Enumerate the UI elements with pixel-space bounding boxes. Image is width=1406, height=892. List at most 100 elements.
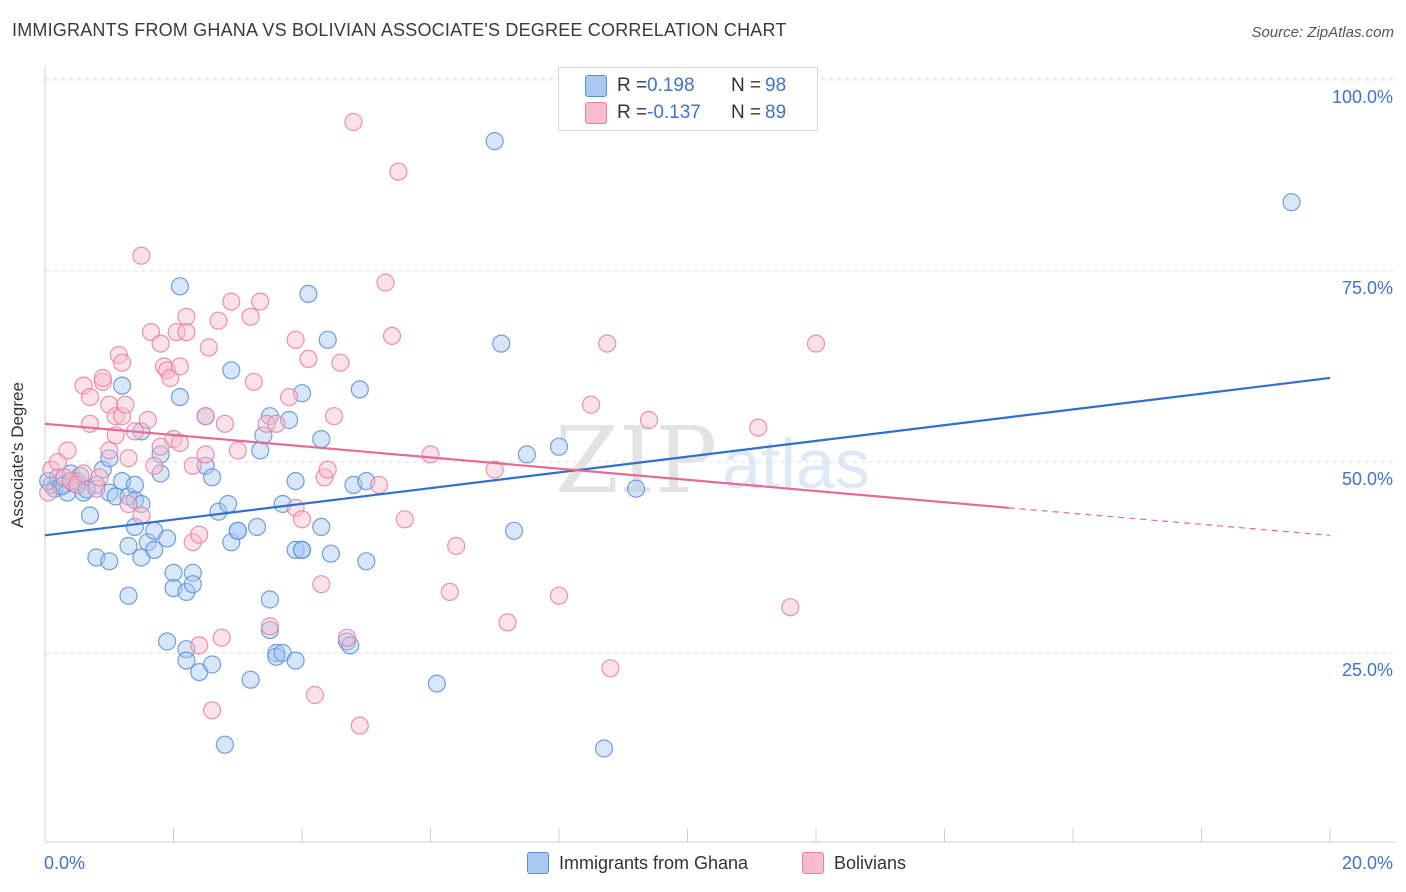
stats-legend: R = 0.198 N = 98 R = -0.137 N = 89 <box>558 67 818 131</box>
point-ghana <box>222 361 241 380</box>
point-bolivians <box>80 414 100 433</box>
point-ghana <box>321 544 340 563</box>
point-bolivians <box>116 395 135 414</box>
y-tick-label: 25.0% <box>1342 660 1393 680</box>
x-tick-label: 20.0% <box>1342 853 1393 873</box>
point-bolivians <box>806 334 826 353</box>
points-layer <box>39 112 1301 758</box>
point-bolivians <box>325 407 344 426</box>
point-ghana <box>260 620 279 640</box>
point-bolivians <box>93 368 112 388</box>
point-bolivians <box>598 334 617 353</box>
point-bolivians <box>80 388 100 407</box>
legend-n-label: N = <box>731 75 762 96</box>
trendline-ghana <box>44 376 1331 537</box>
point-bolivians <box>132 246 151 265</box>
point-bolivians <box>549 586 569 605</box>
point-ghana <box>517 445 537 464</box>
point-bolivians <box>190 636 209 655</box>
point-ghana <box>357 552 376 571</box>
point-bolivians <box>145 456 164 475</box>
point-bolivians <box>312 575 331 594</box>
legend-r-label: R = <box>617 75 648 96</box>
series-legend-bolivians[interactable]: Bolivians <box>802 852 906 874</box>
series-legend-ghana[interactable]: Immigrants from Ghana <box>527 852 748 874</box>
trendline-bolivians <box>44 422 1009 509</box>
y-tick-label: 50.0% <box>1342 469 1393 489</box>
series-swatch-ghana <box>527 852 549 874</box>
point-bolivians <box>215 414 234 433</box>
point-ghana <box>594 739 614 758</box>
point-bolivians <box>183 456 202 475</box>
point-ghana <box>203 468 222 487</box>
point-bolivians <box>292 510 312 529</box>
point-bolivians <box>177 307 196 326</box>
point-ghana <box>492 334 511 353</box>
trendline-bolivians-extrapolated <box>1008 507 1331 536</box>
point-bolivians <box>581 395 601 414</box>
y-tick-label: 100.0% <box>1332 87 1393 107</box>
watermark: ZIP atlas <box>555 407 870 514</box>
point-ghana <box>119 536 138 556</box>
point-bolivians <box>337 628 357 647</box>
point-bolivians <box>119 494 138 514</box>
point-bolivians <box>67 475 87 494</box>
point-bolivians <box>119 449 138 468</box>
legend-swatch-ghana <box>585 75 607 97</box>
point-ghana <box>177 651 196 670</box>
x-tick-label: 0.0% <box>44 853 85 873</box>
point-ghana <box>170 388 189 407</box>
point-ghana <box>228 521 247 540</box>
point-bolivians <box>244 372 263 391</box>
point-ghana <box>241 670 260 689</box>
point-ghana <box>251 441 270 460</box>
point-ghana <box>318 330 337 349</box>
point-bolivians <box>318 460 337 479</box>
point-ghana <box>427 674 446 693</box>
point-bolivians <box>93 372 112 391</box>
point-bolivians <box>781 598 800 617</box>
point-bolivians <box>196 445 215 464</box>
point-ghana <box>203 655 222 674</box>
series-legend: Immigrants from Ghana Bolivians <box>0 852 1406 878</box>
point-ghana <box>183 575 202 594</box>
point-ghana <box>145 540 164 560</box>
point-bolivians <box>138 410 157 430</box>
point-ghana <box>125 475 144 494</box>
watermark-zip: ZIP <box>555 407 717 514</box>
point-ghana <box>312 517 331 537</box>
point-ghana <box>100 449 119 468</box>
point-bolivians <box>331 353 350 372</box>
point-ghana <box>1282 193 1301 212</box>
point-bolivians <box>222 292 241 311</box>
point-bolivians <box>601 659 620 678</box>
point-ghana <box>350 380 369 399</box>
point-bolivians <box>260 617 279 636</box>
point-bolivians <box>498 613 517 632</box>
point-ghana <box>164 563 183 582</box>
point-bolivians <box>199 338 218 357</box>
point-bolivians <box>209 311 228 330</box>
point-bolivians <box>74 464 93 483</box>
source-label: Source: ZipAtlas.com <box>1251 24 1394 41</box>
point-ghana <box>112 376 132 395</box>
point-bolivians <box>440 582 459 602</box>
point-bolivians <box>170 357 189 376</box>
point-ghana <box>504 521 524 540</box>
point-bolivians <box>190 525 209 544</box>
point-ghana <box>260 590 279 609</box>
point-bolivians <box>257 414 276 433</box>
point-bolivians <box>112 353 132 372</box>
point-bolivians <box>170 433 189 452</box>
point-ghana <box>100 552 119 571</box>
point-bolivians <box>74 376 93 395</box>
point-bolivians <box>376 273 395 292</box>
point-bolivians <box>167 323 186 342</box>
grid-layer <box>44 66 1395 843</box>
point-ghana <box>125 517 144 537</box>
series-swatch-bolivians <box>802 852 824 874</box>
series-legend-label: Immigrants from Ghana <box>559 852 749 873</box>
point-ghana <box>286 651 305 670</box>
point-ghana <box>222 533 241 552</box>
